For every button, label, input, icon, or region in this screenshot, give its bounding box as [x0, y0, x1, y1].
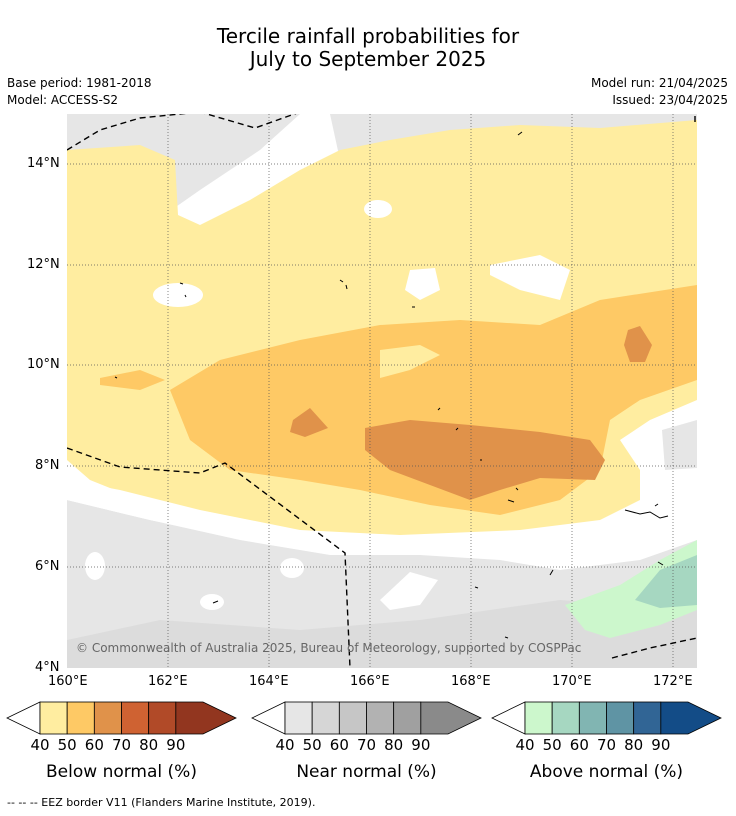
- colorbar-swatch: [660, 701, 722, 735]
- colorbar-swatch: [578, 701, 607, 735]
- colorbar-title: Below normal (%): [46, 762, 197, 782]
- colorbar-swatch: [39, 701, 68, 735]
- colorbar-swatch: [366, 701, 395, 735]
- colorbar-swatch: [338, 701, 367, 735]
- colorbar-tick-label: 90: [411, 736, 431, 754]
- colorbar-swatch: [175, 701, 237, 735]
- colorbar-under-triangle: [491, 701, 526, 735]
- colorbar-swatch: [121, 701, 150, 735]
- colorbar-tick-label: 90: [651, 736, 671, 754]
- lon-label: 164°E: [249, 674, 289, 689]
- colorbar-under-triangle: [6, 701, 41, 735]
- colorbar-swatch: [633, 701, 662, 735]
- colorbar-tick-label: 80: [139, 736, 159, 754]
- colorbar-swatch: [551, 701, 580, 735]
- lon-label: 168°E: [451, 674, 491, 689]
- base-period: Base period: 1981-2018: [7, 76, 152, 90]
- colorbar-tick-label: 50: [57, 736, 77, 754]
- colorbar-tick-label: 70: [356, 736, 377, 754]
- colorbar-under-triangle: [251, 701, 286, 735]
- eez-footnote: -- -- -- EEZ border V11 (Flanders Marine…: [7, 796, 316, 809]
- lon-label: 160°E: [48, 674, 88, 689]
- colorbar-swatch: [524, 701, 553, 735]
- colorbar-tick-label: 90: [166, 736, 186, 754]
- colorbar-swatch: [393, 701, 422, 735]
- lat-label: 6°N: [35, 559, 60, 574]
- colorbar-tick-label: 70: [596, 736, 617, 754]
- title-line-1: Tercile rainfall probabilities for: [216, 24, 520, 48]
- model-run: Model run: 21/04/2025: [590, 76, 728, 90]
- lat-label: 4°N: [35, 660, 60, 675]
- colorbar-tick-label: 60: [569, 736, 589, 754]
- lon-label: 162°E: [148, 674, 188, 689]
- colorbar-tick-label: 80: [384, 736, 404, 754]
- colorbar-swatch: [93, 701, 122, 735]
- colorbar-title: Near normal (%): [296, 762, 437, 782]
- lat-label: 10°N: [27, 357, 60, 372]
- colorbar-swatch: [148, 701, 177, 735]
- colorbar-swatch: [420, 701, 482, 735]
- colorbar-tick-label: 50: [542, 736, 562, 754]
- lat-label: 14°N: [27, 156, 60, 171]
- title-line-2: July to September 2025: [249, 47, 487, 71]
- copyright-notice: © Commonwealth of Australia 2025, Bureau…: [76, 641, 582, 655]
- colorbar-swatch: [606, 701, 635, 735]
- issued-date: Issued: 23/04/2025: [612, 93, 728, 107]
- lat-label: 8°N: [35, 458, 60, 473]
- map-fields: [67, 114, 697, 668]
- lon-label: 166°E: [350, 674, 390, 689]
- lat-label: 12°N: [27, 257, 60, 272]
- lon-label: 172°E: [653, 674, 693, 689]
- model-name: Model: ACCESS-S2: [7, 93, 119, 107]
- lon-label: 170°E: [552, 674, 592, 689]
- colorbar-tick-label: 50: [302, 736, 322, 754]
- colorbar-swatch: [66, 701, 95, 735]
- colorbar-tick-label: 70: [111, 736, 132, 754]
- colorbar-title: Above normal (%): [529, 762, 684, 782]
- colorbar-tick-label: 40: [275, 736, 295, 754]
- colorbar-tick-label: 60: [84, 736, 104, 754]
- colorbar-swatch: [284, 701, 313, 735]
- colorbar-tick-label: 60: [329, 736, 349, 754]
- colorbar-tick-label: 40: [515, 736, 535, 754]
- colorbar-tick-label: 80: [624, 736, 644, 754]
- colorbar-tick-label: 40: [30, 736, 50, 754]
- colorbar-swatch: [311, 701, 340, 735]
